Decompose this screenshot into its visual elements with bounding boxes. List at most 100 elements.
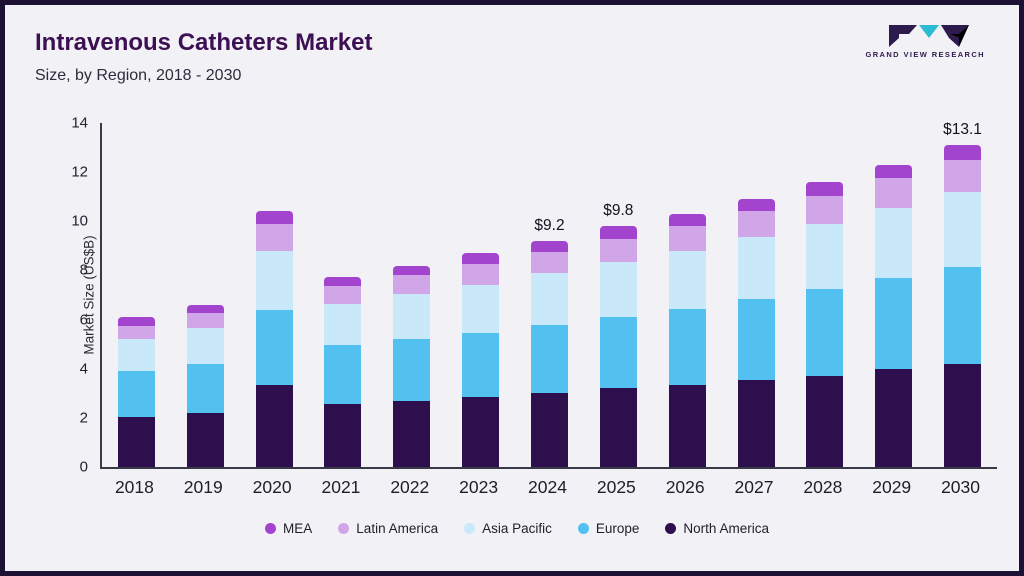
value-annotation: $9.8 [603, 202, 634, 220]
bar-column [377, 123, 446, 467]
bar-segment [530, 324, 568, 394]
x-tick-label: 2027 [734, 477, 774, 497]
x-tick-label: 2020 [252, 477, 292, 497]
stacked-bar [117, 317, 155, 467]
legend: MEA Latin America Asia Pacific Europe North … [5, 521, 1024, 536]
bar-column: $9.2 [515, 123, 584, 467]
stacked-bar [806, 182, 844, 467]
bar-segment [944, 266, 982, 364]
bar-segment [599, 388, 637, 467]
bar-segment [462, 396, 500, 467]
bar-segment [255, 250, 293, 310]
bar-segment [186, 328, 224, 364]
x-tick-label: 2019 [183, 477, 223, 497]
logo-text: GRAND VIEW RESEARCH [865, 50, 985, 59]
legend-item: Latin America [338, 521, 438, 536]
bar-segment [875, 178, 913, 208]
bar-segment [462, 285, 500, 334]
bar-segment [324, 303, 362, 346]
bar-column [171, 123, 240, 467]
stacked-bar [255, 211, 293, 467]
bar-column [790, 123, 859, 467]
bar-segment [806, 376, 844, 467]
bar-segment [117, 416, 155, 467]
bar-segment [668, 226, 706, 251]
bar-segment [324, 404, 362, 467]
bar-segment [117, 325, 155, 340]
bar-column [102, 123, 171, 467]
bar-segment [806, 288, 844, 377]
stacked-bar [875, 164, 913, 467]
bar-segment [668, 250, 706, 309]
y-tick-label: 14 [71, 114, 88, 132]
x-tick-label: 2028 [803, 477, 843, 497]
bar-segment [255, 384, 293, 467]
grand-view-research-logo: GRAND VIEW RESEARCH [865, 25, 985, 59]
page-subtitle: Size, by Region, 2018 - 2030 [35, 67, 242, 84]
bar-segment [117, 371, 155, 417]
bar-segment [530, 393, 568, 467]
legend-label: MEA [283, 521, 313, 536]
bar-segment [530, 240, 568, 253]
y-tick-label: 6 [79, 311, 88, 329]
y-tick-label: 2 [79, 409, 88, 427]
legend-dot-icon [577, 523, 589, 534]
bar-segment [324, 345, 362, 405]
bar-segment [117, 317, 155, 326]
y-tick-label: 0 [79, 458, 88, 476]
legend-item: North America [665, 521, 769, 536]
legend-dot-icon [265, 523, 277, 534]
bar-segment [944, 145, 982, 160]
bar-column [309, 123, 378, 467]
bar-column [722, 123, 791, 467]
x-tick-label: 2021 [321, 477, 361, 497]
bar-column [859, 123, 928, 467]
bar-segment [737, 379, 775, 467]
bar-segment [737, 298, 775, 380]
legend-dot-icon [665, 523, 677, 534]
bar-segment [875, 368, 913, 467]
y-tick-label: 12 [71, 163, 88, 181]
bar-segment [875, 164, 913, 179]
bar-segment [255, 309, 293, 385]
bar-segment [462, 333, 500, 397]
legend-item: MEA [265, 521, 312, 536]
bar-segment [530, 272, 568, 325]
x-tick-label: 2030 [941, 477, 981, 497]
bar-segment [737, 237, 775, 299]
x-tick-label: 2029 [872, 477, 912, 497]
bar-segment [668, 308, 706, 385]
logo-mark-icon [889, 25, 970, 47]
bar-segment [462, 264, 500, 286]
bar-column [653, 123, 722, 467]
bar-segment [393, 293, 431, 340]
bar-segment [530, 252, 568, 273]
bar-segment [944, 159, 982, 192]
bar-segment [255, 211, 293, 224]
bar-segment [393, 339, 431, 401]
bar-column: $9.8 [584, 123, 653, 467]
stacked-bar [737, 199, 775, 467]
plot-area: $9.2 $9.8 $13.1 [100, 121, 997, 469]
bar-segment [186, 363, 224, 413]
bar-segment [117, 339, 155, 372]
x-tick-label: 2025 [596, 477, 636, 497]
x-tick-label: 2023 [459, 477, 499, 497]
bar-segment [737, 211, 775, 238]
bar-column: $13.1 [928, 121, 997, 467]
x-tick-label: 2026 [665, 477, 705, 497]
stacked-bar [599, 226, 637, 467]
bar-segment [668, 213, 706, 227]
y-tick-label: 4 [79, 360, 88, 378]
bar-segment [255, 223, 293, 251]
bar-segment [599, 226, 637, 239]
bar-segment [324, 276, 362, 287]
legend-label: North America [683, 521, 769, 536]
stacked-bar [186, 304, 224, 467]
value-annotation: $9.2 [534, 216, 565, 234]
legend-item: Asia Pacific [464, 521, 552, 536]
stacked-bar [530, 240, 568, 467]
bar-segment [875, 277, 913, 369]
legend-dot-icon [338, 523, 350, 534]
bar-segment [324, 286, 362, 304]
